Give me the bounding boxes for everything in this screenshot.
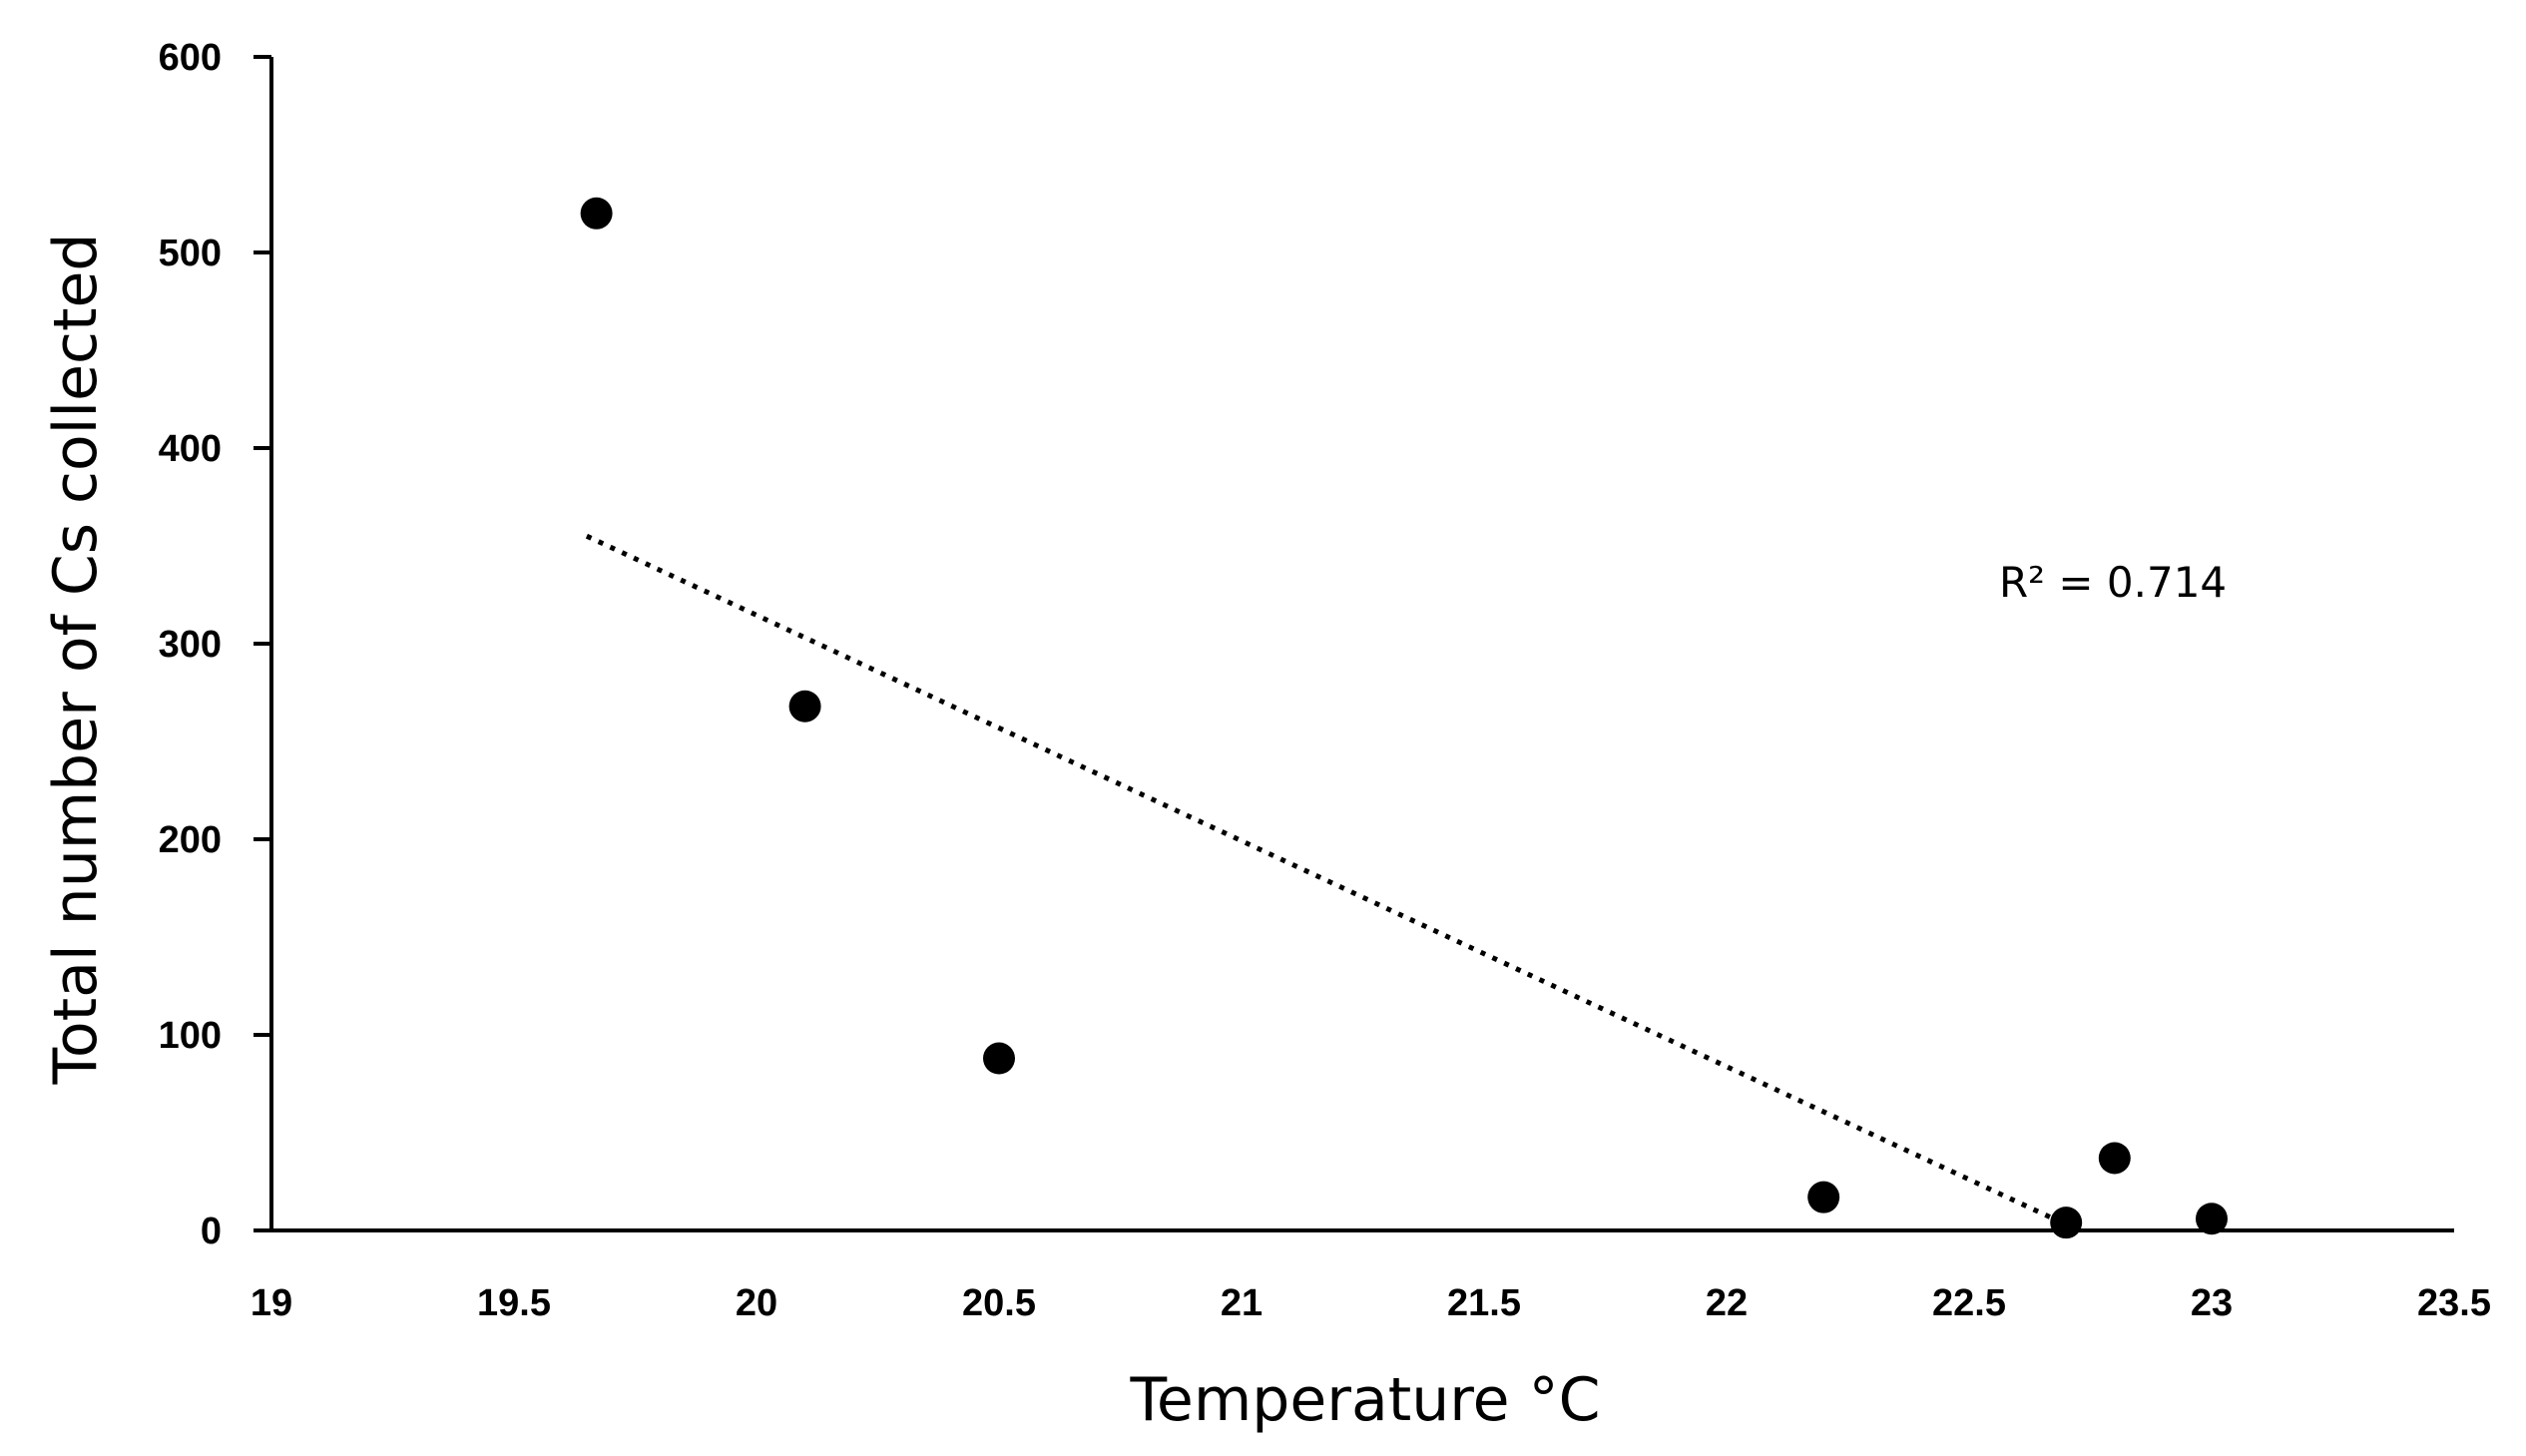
data-point <box>1807 1181 1840 1213</box>
x-tick-label: 23 <box>2191 1282 2233 1324</box>
y-axis-title: Total number of Cs collected <box>41 233 111 1085</box>
data-point <box>2098 1142 2131 1175</box>
y-tick-label: 500 <box>159 233 222 274</box>
x-tick-label: 19 <box>251 1282 292 1324</box>
data-point <box>983 1042 1015 1075</box>
data-points <box>580 197 2228 1239</box>
data-point <box>2050 1207 2083 1239</box>
y-tick-label: 100 <box>159 1015 222 1057</box>
x-tick-label: 20 <box>736 1282 777 1324</box>
x-axis-title: Temperature °C <box>1129 1365 1600 1435</box>
x-tick-label: 20.5 <box>962 1282 1036 1324</box>
x-tick-label: 22 <box>1706 1282 1748 1324</box>
y-tick-label: 600 <box>159 37 222 79</box>
r-squared-annotation: R² = 0.714 <box>1999 558 2227 607</box>
y-tick-label: 0 <box>201 1211 222 1252</box>
y-axis-ticks: 0 100 200 300 400 500 600 <box>159 37 271 1252</box>
y-tick-label: 300 <box>159 624 222 666</box>
x-tick-label: 23.5 <box>2417 1282 2491 1324</box>
y-tick-label: 200 <box>159 819 222 861</box>
y-tick-label: 400 <box>159 428 222 470</box>
x-axis-ticks: 19 19.5 20 20.5 21 21.5 22 22.5 23 23.5 <box>251 1282 2491 1324</box>
data-point <box>788 690 821 723</box>
x-tick-label: 21 <box>1221 1282 1263 1324</box>
data-point <box>2196 1203 2228 1235</box>
x-tick-label: 22.5 <box>1932 1282 2006 1324</box>
x-tick-label: 19.5 <box>477 1282 551 1324</box>
x-tick-label: 21.5 <box>1447 1282 1521 1324</box>
trendline <box>585 533 2068 1227</box>
data-point <box>580 197 613 230</box>
